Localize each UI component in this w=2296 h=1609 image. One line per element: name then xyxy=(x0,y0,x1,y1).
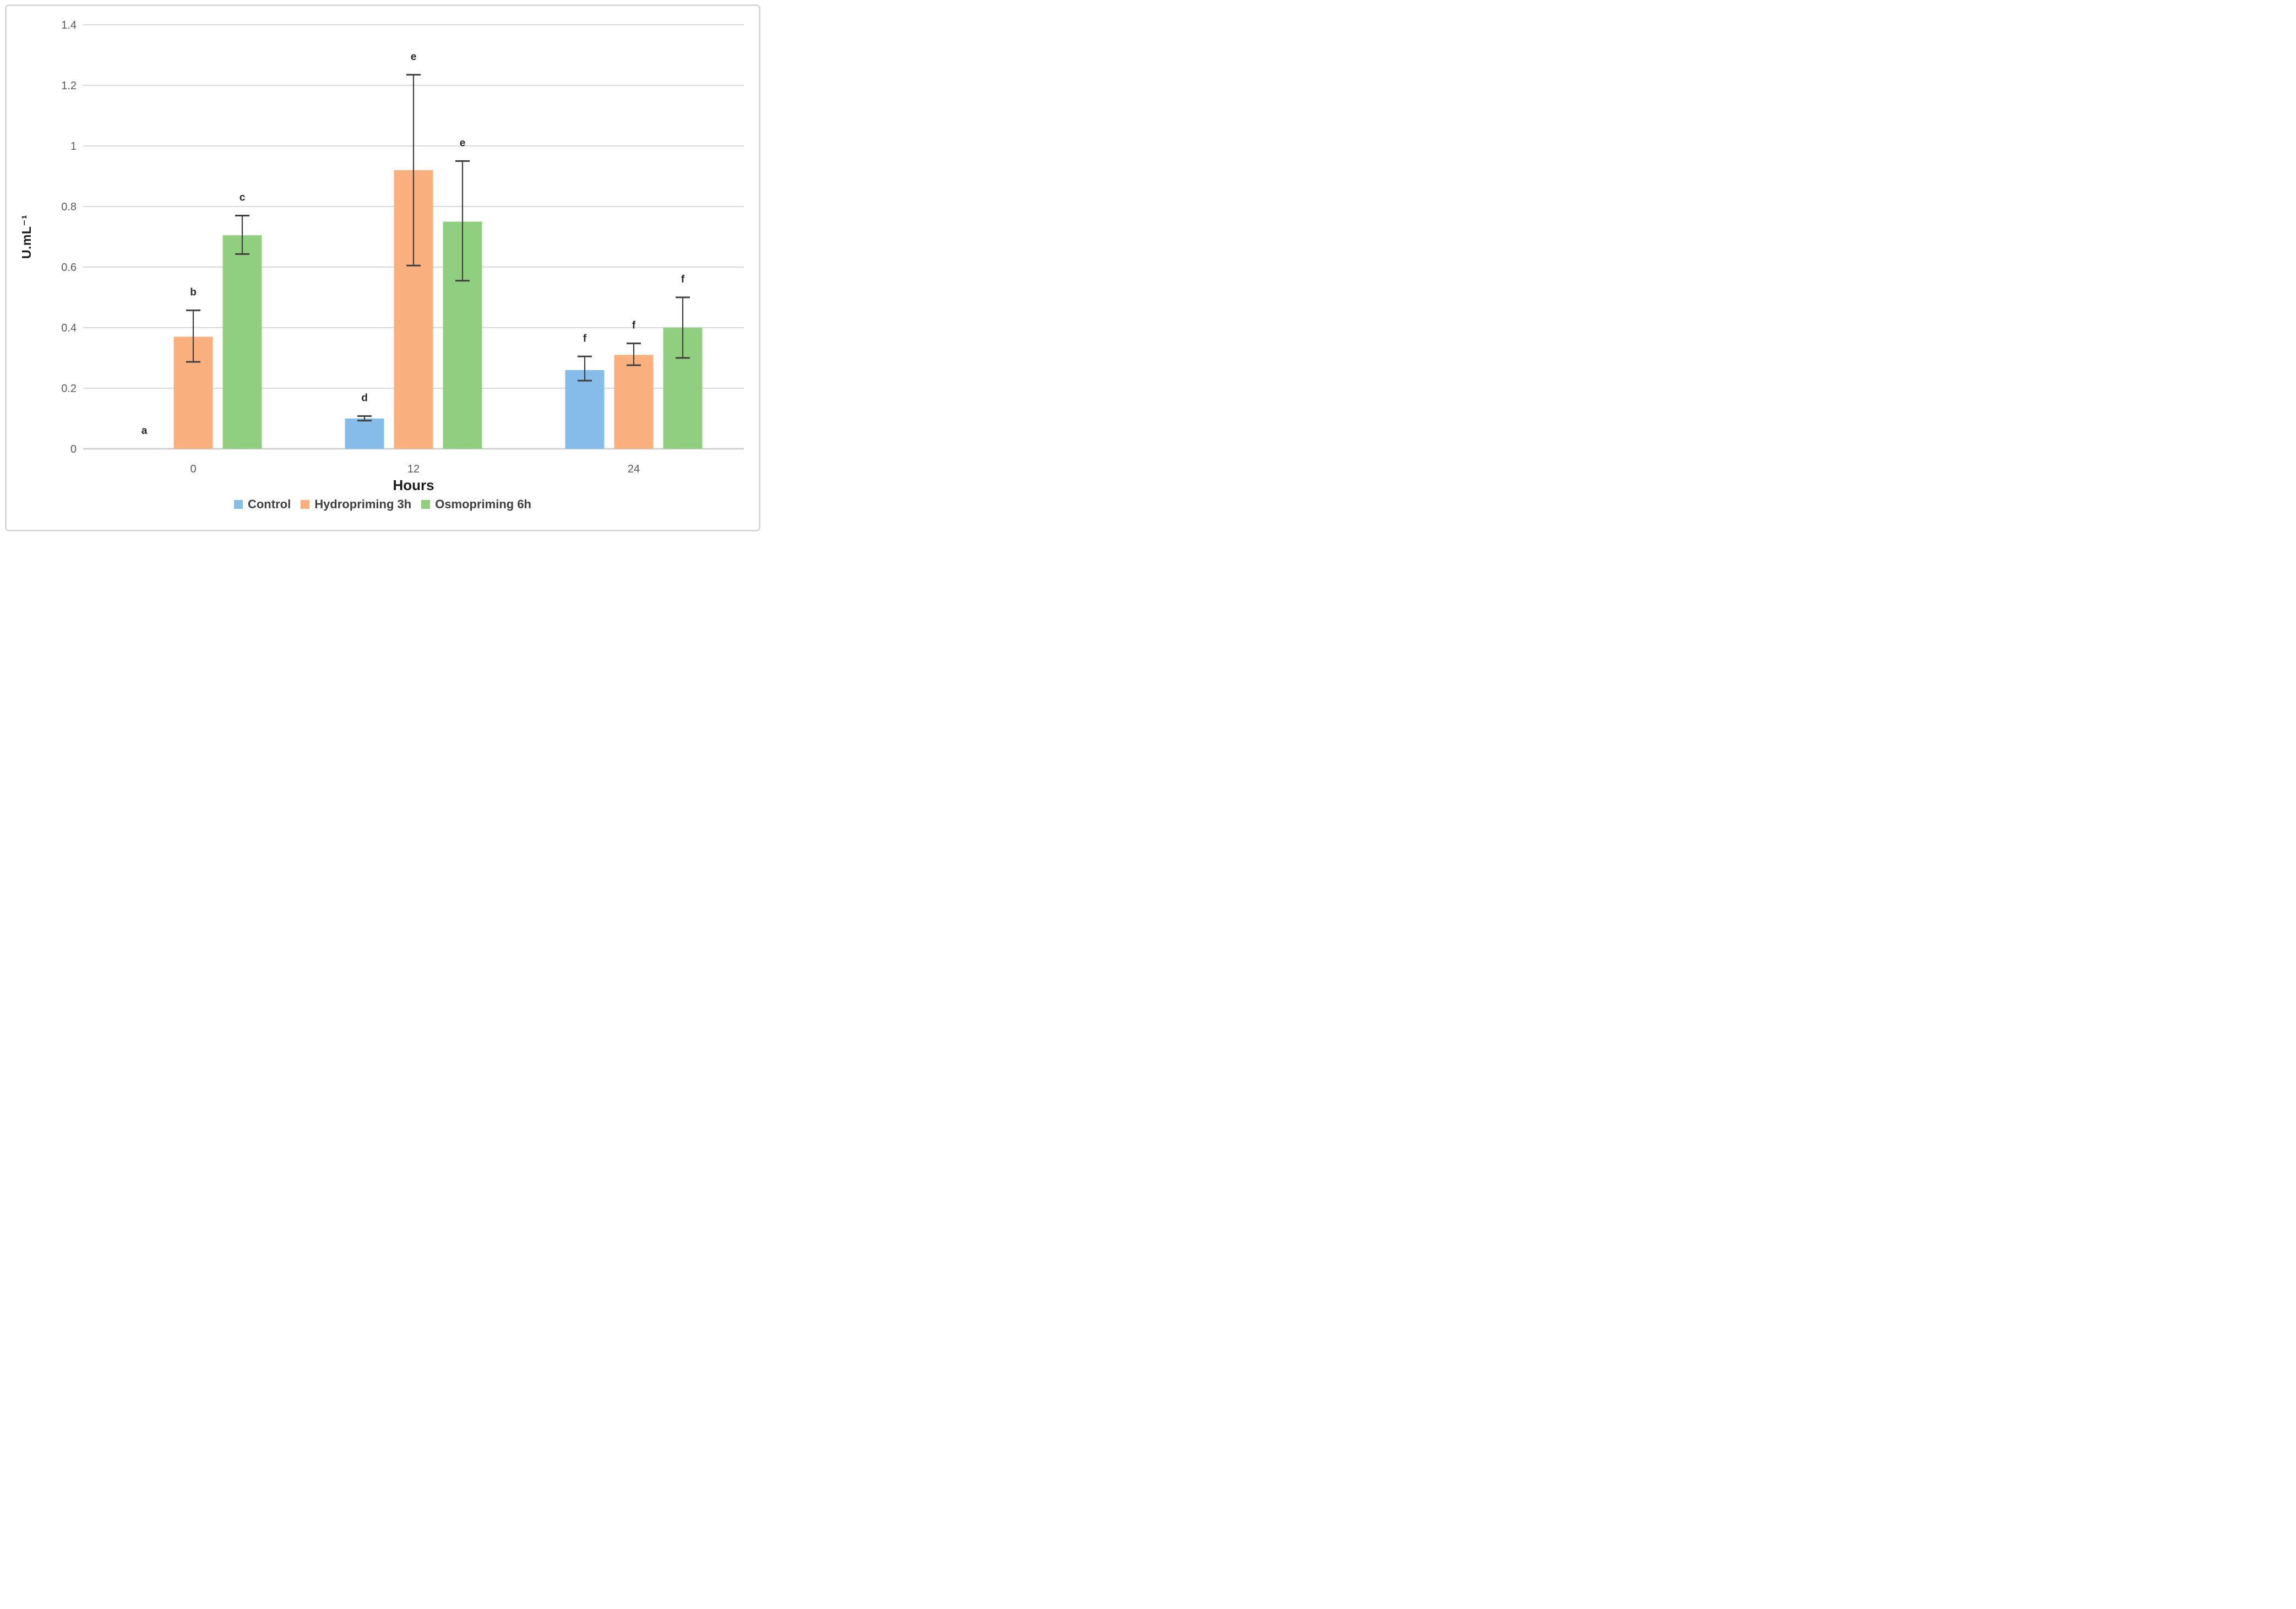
legend-swatch-osmopriming-6h xyxy=(421,500,431,509)
significance-letter: c xyxy=(240,192,246,204)
y-tick-label: 1 xyxy=(70,140,77,153)
y-tick-label: 1.4 xyxy=(61,19,77,31)
y-axis-title: U.mL⁻¹ xyxy=(19,214,34,259)
legend-item-control: Control xyxy=(233,497,291,512)
significance-letter: a xyxy=(142,425,148,437)
legend-item-hydropriming-3h: Hydropriming 3h xyxy=(301,497,411,512)
significance-letter: b xyxy=(190,287,197,298)
significance-letter: f xyxy=(632,320,636,331)
bar-control-12 xyxy=(345,418,384,449)
chart-plot: 0 0.2 0.4 0.6 0.8 1 1.2 1.4 a d f b e f c e f 0 12 24 xyxy=(61,19,744,475)
x-tick-label: 24 xyxy=(628,463,640,475)
legend-item-osmopriming-6h: Osmopriming 6h xyxy=(421,497,531,512)
significance-letter: d xyxy=(361,393,368,404)
legend-label-control: Control xyxy=(247,497,291,511)
x-tick-label: 12 xyxy=(407,463,420,475)
bar-control-24 xyxy=(565,370,605,449)
y-tick-label: 0.4 xyxy=(61,322,77,334)
chart-figure: 0 0.2 0.4 0.6 0.8 1 1.2 1.4 a d f b e f c e f 0 12 24 U.mL⁻… xyxy=(0,0,765,536)
significance-letter: e xyxy=(460,138,466,149)
y-tick-label: 0.8 xyxy=(61,201,77,213)
significance-letter: f xyxy=(583,333,587,344)
chart-legend: Control Hydropriming 3h Osmopriming 6h xyxy=(0,497,765,512)
legend-label-hydropriming-3h: Hydropriming 3h xyxy=(314,497,412,511)
bar-hydropriming-3h-24 xyxy=(614,355,654,449)
y-tick-label: 1.2 xyxy=(61,80,77,92)
x-axis-title: Hours xyxy=(393,477,434,493)
significance-letter: f xyxy=(681,274,685,285)
bar-osmopriming-6h-0 xyxy=(222,235,262,449)
y-tick-label: 0 xyxy=(70,443,77,455)
x-tick-label: 0 xyxy=(190,463,196,475)
significance-letter: e xyxy=(411,51,417,63)
legend-swatch-control xyxy=(233,500,243,509)
legend-label-osmopriming-6h: Osmopriming 6h xyxy=(435,497,531,511)
y-tick-label: 0.6 xyxy=(61,262,77,274)
legend-swatch-hydropriming-3h xyxy=(301,500,310,509)
y-tick-label: 0.2 xyxy=(61,383,77,395)
